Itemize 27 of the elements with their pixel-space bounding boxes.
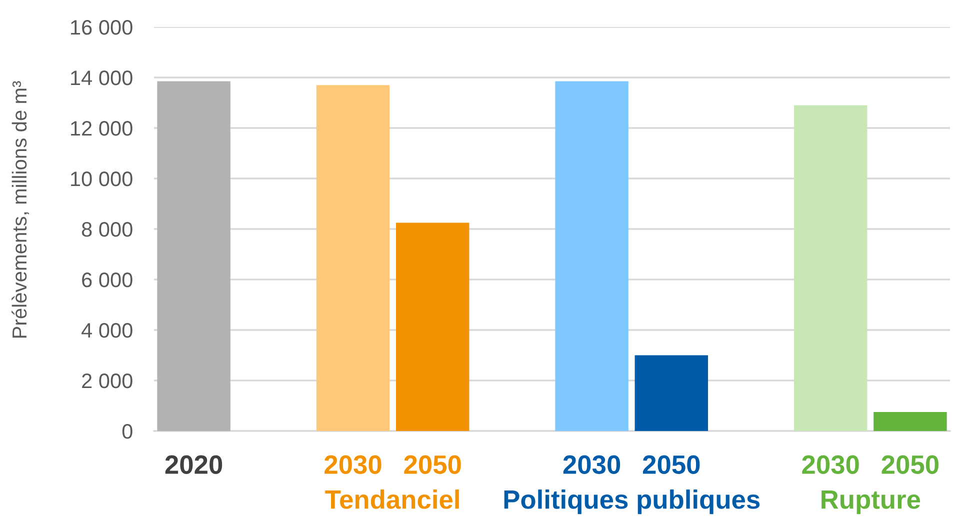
x-tick-label: 2030	[324, 455, 382, 474]
bar	[157, 81, 230, 431]
text: Rupture	[822, 490, 920, 514]
y-tick-label: 10 000	[71, 172, 132, 186]
y-tick-label: 12 000	[71, 121, 132, 136]
y-axis-title: Prélèvements, millions de m³	[12, 81, 30, 338]
bar	[874, 412, 947, 431]
bar	[634, 355, 708, 431]
bar	[794, 105, 868, 431]
bar	[396, 222, 470, 431]
text: Politiques publiques	[504, 490, 760, 514]
x-tick-label: 2030	[563, 455, 620, 474]
x-tick-label: 2030	[802, 455, 859, 474]
y-tick-label: 14 000	[71, 70, 132, 86]
bar	[555, 81, 628, 431]
x-tick-label: 2050	[404, 455, 461, 474]
y-tick-label: 8 000	[82, 222, 132, 237]
x-tick-label: 2020	[165, 455, 222, 474]
y-tick-label: 6 000	[82, 272, 132, 288]
y-tick-label: 4 000	[82, 323, 132, 338]
y-tick-label: 2 000	[82, 374, 132, 388]
y-tick-label: 16 000	[71, 20, 132, 35]
bar	[316, 85, 390, 431]
x-tick-label: 2050	[642, 455, 700, 474]
text: Tendanciel	[325, 490, 459, 509]
x-tick-label: 2050	[882, 455, 938, 474]
y-tick-label: 0	[122, 424, 132, 439]
